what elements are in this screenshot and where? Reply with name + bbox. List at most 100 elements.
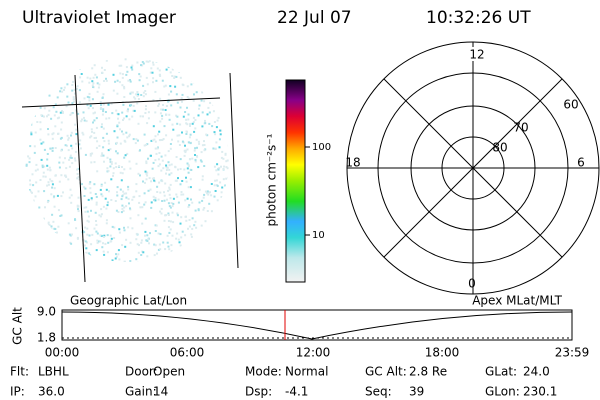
date: 22 Jul 07 (277, 8, 352, 28)
speckle (137, 93, 140, 96)
speckle (181, 131, 183, 134)
speckle (49, 89, 52, 92)
speckle (84, 210, 87, 213)
speckle (172, 258, 175, 261)
speckle (89, 191, 92, 194)
speckle (76, 173, 79, 175)
speckle (106, 251, 109, 254)
speckle (205, 247, 208, 250)
speckle (150, 180, 153, 183)
speckle (224, 196, 227, 199)
speckle (179, 222, 182, 225)
speckle (34, 169, 37, 172)
plot-left-title: Geographic Lat/Lon (70, 294, 187, 308)
speckle (102, 205, 105, 208)
speckle (229, 187, 231, 189)
speckle (187, 165, 190, 168)
speckle (109, 148, 112, 151)
speckle (193, 81, 196, 84)
speckle (188, 249, 191, 252)
speckle (188, 262, 190, 264)
speckle (194, 158, 197, 161)
speckle (75, 109, 78, 112)
speckle (50, 227, 53, 230)
speckle (103, 253, 106, 256)
speckle (203, 100, 206, 103)
speckle (164, 154, 167, 157)
speckle (137, 122, 140, 125)
speckle (64, 251, 66, 254)
speckle (177, 238, 180, 241)
speckle (170, 104, 173, 107)
speckle (221, 250, 224, 253)
speckle (84, 226, 87, 229)
speckle (207, 106, 210, 109)
speckle (49, 235, 52, 237)
speckle (208, 122, 211, 125)
speckle (57, 239, 60, 242)
speckle (173, 75, 176, 78)
speckle (125, 205, 128, 208)
speckle (195, 77, 198, 80)
speckle (223, 208, 226, 211)
speckle (165, 169, 168, 171)
speckle (72, 100, 75, 103)
speckle (171, 138, 173, 141)
speckle (157, 104, 160, 107)
speckle (75, 64, 78, 67)
speckle (215, 141, 218, 144)
speckle (207, 193, 210, 196)
speckle (190, 83, 193, 86)
speckle (118, 258, 121, 261)
speckle (146, 255, 149, 258)
speckle (123, 96, 126, 98)
speckle (99, 240, 102, 243)
speckle (35, 99, 38, 102)
speckle (198, 107, 200, 110)
speckle (43, 190, 46, 193)
speckle (116, 136, 119, 139)
speckle (43, 148, 46, 151)
info-label: Flt: (10, 365, 29, 379)
speckle (160, 207, 163, 210)
speckle (123, 168, 126, 171)
speckle (133, 263, 135, 265)
speckle (26, 121, 29, 124)
x-tick-label: 12:00 (296, 346, 331, 360)
speckle (183, 168, 186, 171)
speckle (91, 98, 94, 101)
speckle (174, 85, 177, 88)
speckle (202, 208, 205, 211)
speckle (128, 118, 131, 121)
speckle (60, 136, 63, 139)
speckle (167, 259, 170, 262)
speckle (70, 63, 73, 66)
speckle (109, 240, 112, 243)
speckle (92, 107, 94, 110)
speckle (151, 139, 154, 142)
speckle (129, 80, 132, 83)
speckle (90, 243, 93, 246)
speckle (161, 108, 164, 111)
speckle (142, 180, 144, 183)
speckle (106, 201, 109, 204)
speckle (182, 193, 185, 196)
speckle (40, 142, 43, 145)
speckle (129, 92, 132, 95)
speckle (96, 241, 99, 244)
speckle (172, 221, 175, 224)
speckle (42, 175, 45, 178)
speckle (88, 99, 91, 102)
speckle (125, 131, 128, 134)
speckle (90, 135, 93, 138)
speckle (89, 254, 92, 257)
speckle (117, 117, 119, 120)
speckle (170, 172, 173, 175)
speckle (91, 67, 94, 70)
speckle (187, 64, 190, 67)
speckle (224, 97, 227, 100)
speckle (194, 154, 196, 156)
speckle (221, 150, 224, 153)
speckle (161, 200, 164, 202)
